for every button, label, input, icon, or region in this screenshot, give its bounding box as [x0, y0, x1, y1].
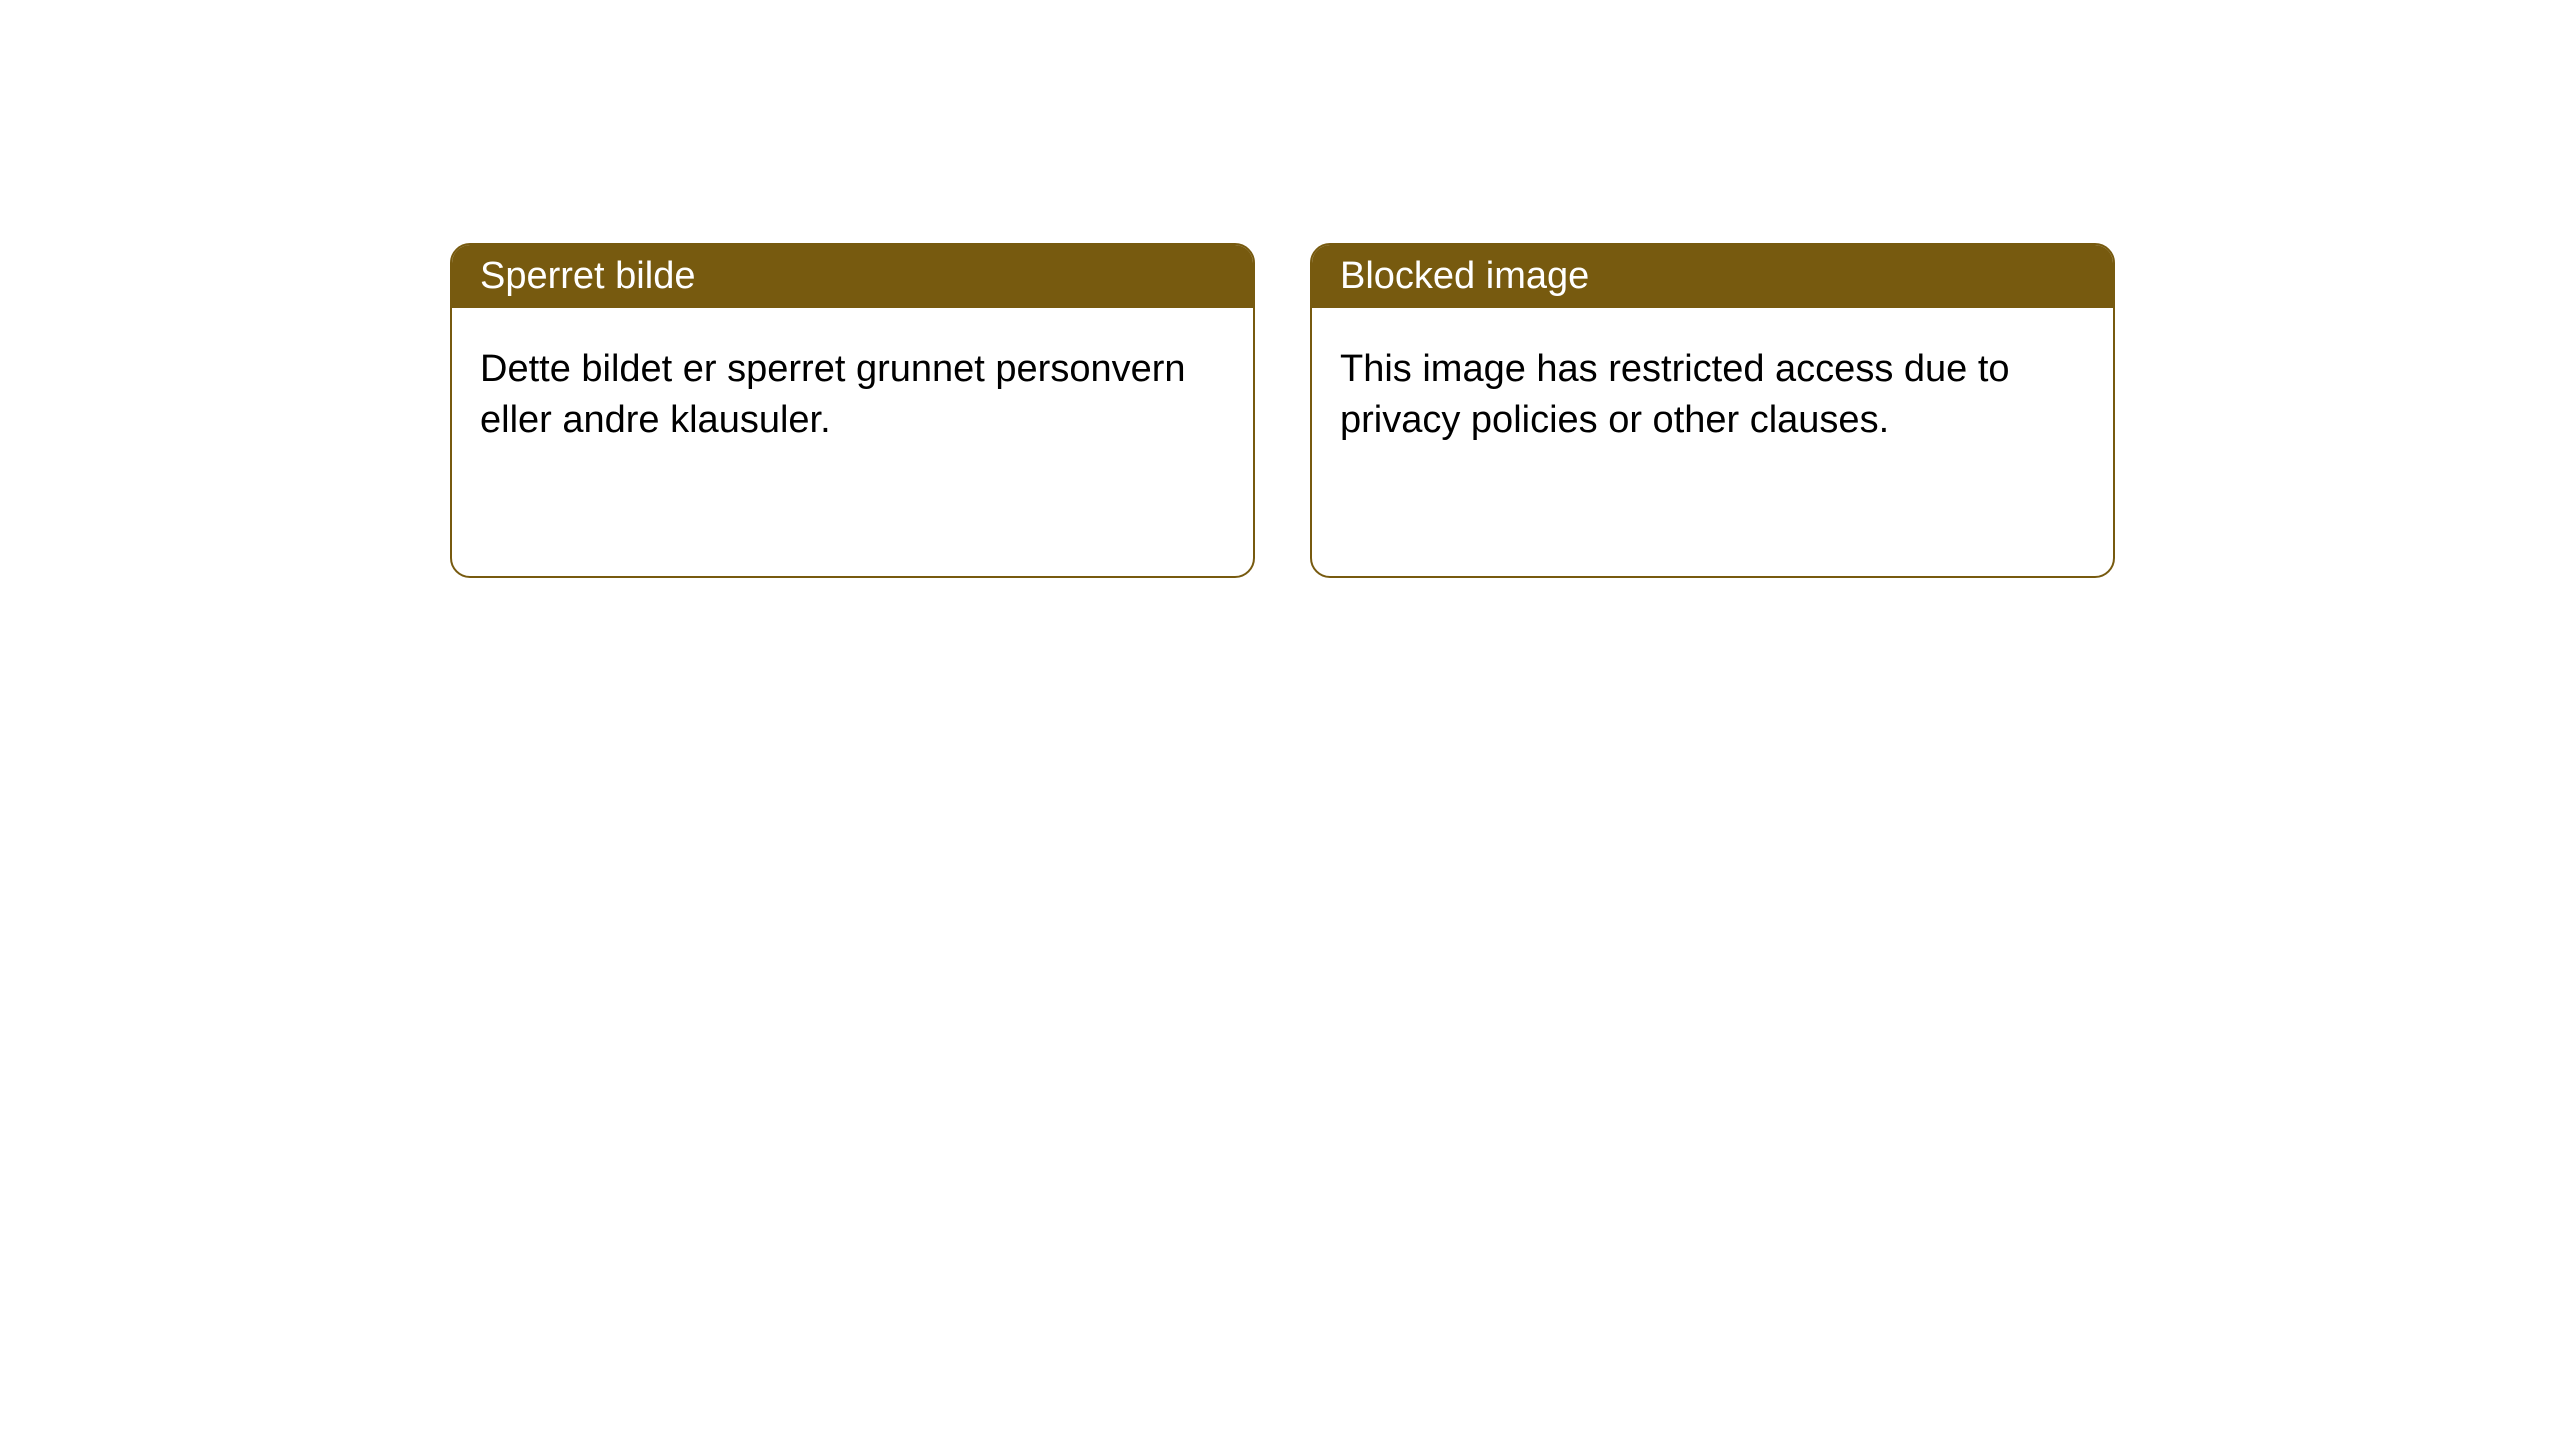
card-title: Blocked image [1340, 255, 1589, 297]
card-header: Sperret bilde [452, 245, 1253, 308]
notice-card-english: Blocked image This image has restricted … [1310, 243, 2115, 578]
card-body: This image has restricted access due to … [1312, 308, 2113, 483]
notice-card-norwegian: Sperret bilde Dette bildet er sperret gr… [450, 243, 1255, 578]
notice-cards-row: Sperret bilde Dette bildet er sperret gr… [0, 0, 2560, 578]
card-header: Blocked image [1312, 245, 2113, 308]
card-body-text: Dette bildet er sperret grunnet personve… [480, 348, 1186, 441]
card-body: Dette bildet er sperret grunnet personve… [452, 308, 1253, 483]
card-body-text: This image has restricted access due to … [1340, 348, 2010, 441]
card-title: Sperret bilde [480, 255, 695, 297]
